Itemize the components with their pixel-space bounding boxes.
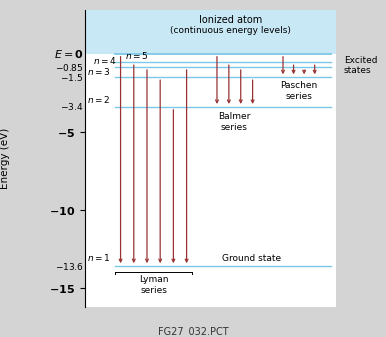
- Text: $-3.4$: $-3.4$: [60, 101, 84, 112]
- Text: Ionized atom: Ionized atom: [198, 15, 262, 25]
- Text: $n=4$: $n=4$: [93, 55, 117, 66]
- Text: $n=3$: $n=3$: [87, 66, 111, 76]
- Text: $-13.6$: $-13.6$: [55, 261, 84, 272]
- Text: Ground state: Ground state: [222, 254, 281, 263]
- Text: $E = \mathbf{0}$: $E = \mathbf{0}$: [54, 48, 84, 60]
- Text: (continuous energy levels): (continuous energy levels): [170, 26, 291, 35]
- Text: Lyman
series: Lyman series: [139, 275, 168, 295]
- Text: $n=2$: $n=2$: [87, 94, 110, 105]
- Bar: [85, 10, 336, 54]
- Text: FG27_032.PCT: FG27_032.PCT: [158, 326, 228, 337]
- Text: Balmer
series: Balmer series: [218, 112, 251, 132]
- Text: Paschen
series: Paschen series: [280, 81, 317, 100]
- Text: $-0.85$: $-0.85$: [55, 62, 84, 72]
- Text: $n=5$: $n=5$: [125, 50, 148, 61]
- Text: $-1.5$: $-1.5$: [61, 72, 84, 83]
- Text: Excited
states: Excited states: [344, 56, 377, 75]
- Y-axis label: Energy (eV): Energy (eV): [0, 128, 10, 189]
- Text: $n=1$: $n=1$: [87, 252, 111, 263]
